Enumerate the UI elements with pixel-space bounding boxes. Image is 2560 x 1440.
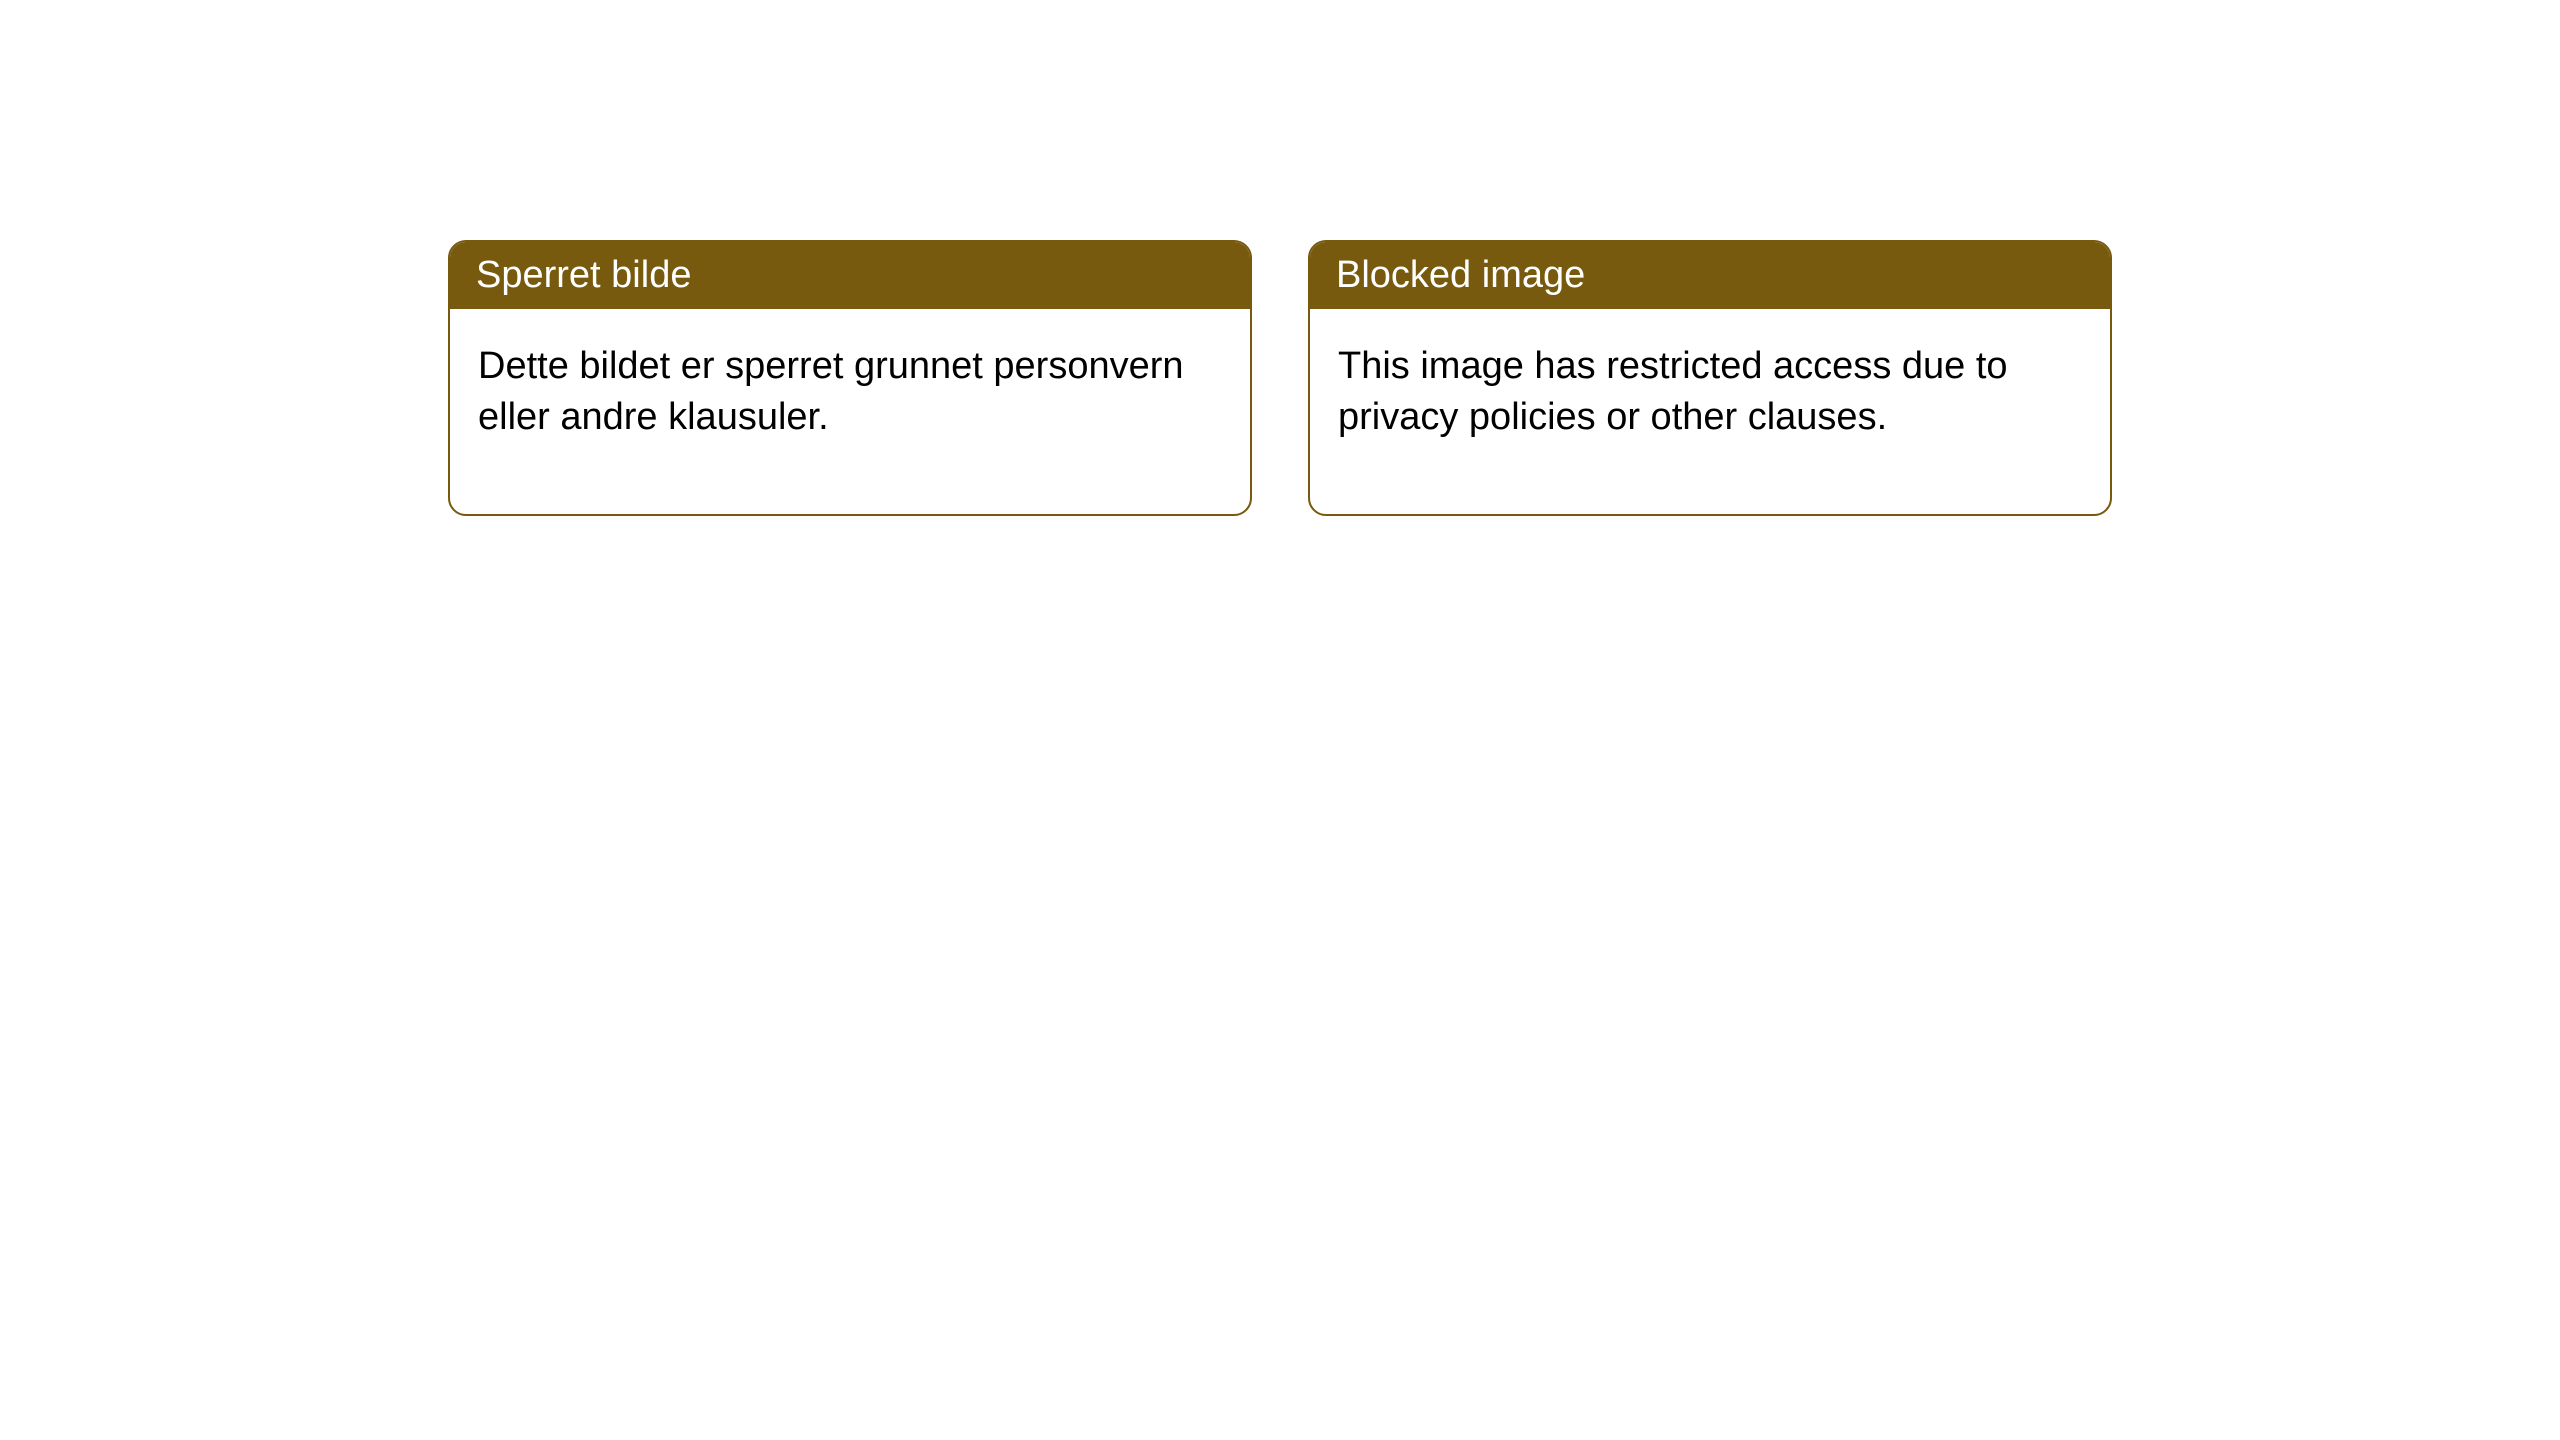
notice-title: Sperret bilde xyxy=(476,254,691,296)
notice-body-text: Dette bildet er sperret grunnet personve… xyxy=(478,345,1184,438)
notice-header: Sperret bilde xyxy=(450,242,1250,309)
notice-card-norwegian: Sperret bilde Dette bildet er sperret gr… xyxy=(448,240,1252,516)
notice-card-english: Blocked image This image has restricted … xyxy=(1308,240,2112,516)
notice-title: Blocked image xyxy=(1336,254,1585,296)
notice-body: Dette bildet er sperret grunnet personve… xyxy=(450,309,1250,514)
notice-header: Blocked image xyxy=(1310,242,2110,309)
notice-body-text: This image has restricted access due to … xyxy=(1338,345,2008,438)
notice-body: This image has restricted access due to … xyxy=(1310,309,2110,514)
notice-container: Sperret bilde Dette bildet er sperret gr… xyxy=(0,0,2560,516)
